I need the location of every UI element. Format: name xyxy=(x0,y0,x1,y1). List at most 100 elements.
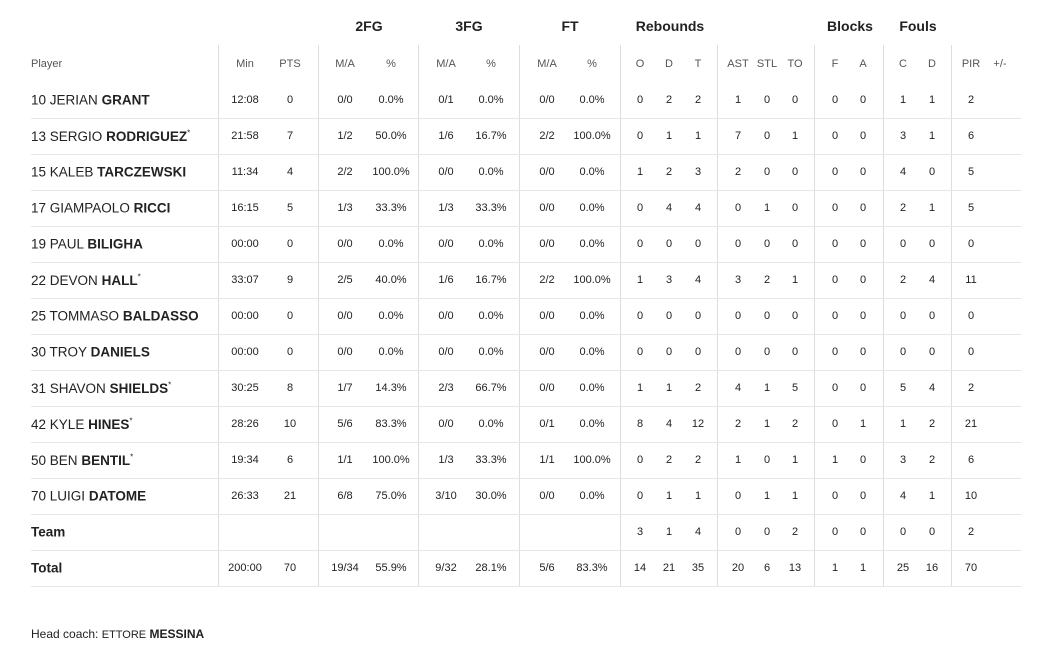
stat-cell: 2 xyxy=(791,418,799,430)
stat-cell: 1 xyxy=(791,454,799,466)
stat-cell: 2 xyxy=(967,526,975,538)
player-number: 70 xyxy=(31,488,47,504)
stat-cell: 2 xyxy=(665,94,673,106)
player-last-name: TARCZEWSKI xyxy=(97,164,187,180)
player-last-name: DANIELS xyxy=(90,344,150,360)
column-header: C xyxy=(899,58,907,70)
stat-cell: 21 xyxy=(283,490,297,502)
stat-cell: 0 xyxy=(636,130,644,142)
group-header: Fouls xyxy=(899,18,937,34)
stat-cell: 16.7% xyxy=(475,130,507,142)
stat-cell: 21:58 xyxy=(231,130,259,142)
stat-cell: 1/3 xyxy=(438,454,454,466)
stat-cell: 4 xyxy=(665,418,673,430)
stat-cell: 2/2 xyxy=(539,274,555,286)
stat-cell: 0.0% xyxy=(478,238,504,250)
starter-mark: * xyxy=(137,272,141,282)
stat-cell: 1 xyxy=(665,526,673,538)
stat-cell: 20 xyxy=(731,562,745,574)
stat-cell: 5/6 xyxy=(337,418,353,430)
stat-cell: 1 xyxy=(734,454,742,466)
stat-cell: 6 xyxy=(763,562,771,574)
stat-cell: 1 xyxy=(899,418,907,430)
stat-cell: 1 xyxy=(831,454,839,466)
stat-cell: 4 xyxy=(694,526,702,538)
stat-cell: 11 xyxy=(965,274,977,286)
row-divider xyxy=(31,406,1021,407)
column-header: PIR xyxy=(961,58,981,70)
stat-cell: 1 xyxy=(636,274,644,286)
stat-cell: 0 xyxy=(859,526,867,538)
stat-cell: 1 xyxy=(899,94,907,106)
stat-cell: 2 xyxy=(928,418,936,430)
column-header: M/A xyxy=(436,58,456,70)
row-divider xyxy=(31,370,1021,371)
stat-cell: 0 xyxy=(763,166,771,178)
player-first-name: DEVON xyxy=(49,272,98,288)
row-divider xyxy=(31,226,1021,227)
stat-cell: 0.0% xyxy=(478,346,504,358)
stat-cell: 00:00 xyxy=(231,346,259,358)
stat-cell: 3 xyxy=(636,526,644,538)
stat-cell: 0 xyxy=(734,238,742,250)
stat-cell: 0 xyxy=(899,346,907,358)
stat-cell: 0 xyxy=(763,526,771,538)
stat-cell: 1/2 xyxy=(337,130,353,142)
row-divider xyxy=(31,514,1021,515)
player-number: 30 xyxy=(31,344,47,360)
stat-cell: 16 xyxy=(925,562,939,574)
stat-cell: 7 xyxy=(734,130,742,142)
stat-cell: 0 xyxy=(831,526,839,538)
column-header: M/A xyxy=(537,58,557,70)
stat-cell: 40.0% xyxy=(375,274,407,286)
stat-cell: 28.1% xyxy=(475,562,507,574)
stat-cell: 6 xyxy=(286,454,294,466)
stat-cell: 0 xyxy=(791,166,799,178)
stat-cell: 0 xyxy=(763,310,771,322)
column-header: A xyxy=(859,58,867,70)
stat-cell: 0 xyxy=(694,238,702,250)
stat-cell: 0/0 xyxy=(337,94,353,106)
stat-cell: 0 xyxy=(636,490,644,502)
stat-cell: 0.0% xyxy=(579,238,605,250)
column-header: +/- xyxy=(993,58,1007,70)
stat-cell: 0.0% xyxy=(579,490,605,502)
stat-cell: 0/0 xyxy=(438,166,454,178)
stat-cell: 0 xyxy=(286,238,294,250)
column-header: % xyxy=(486,58,496,70)
stat-cell: 0 xyxy=(665,346,673,358)
stat-cell: 0 xyxy=(763,94,771,106)
stat-cell: 1 xyxy=(665,382,673,394)
stat-cell: 0.0% xyxy=(478,310,504,322)
stat-cell: 26:33 xyxy=(231,490,259,502)
column-divider xyxy=(418,45,419,586)
stat-cell: 1 xyxy=(791,274,799,286)
stat-cell: 5 xyxy=(899,382,907,394)
stat-cell: 100.0% xyxy=(573,130,611,142)
stat-cell: 0 xyxy=(763,346,771,358)
stat-cell: 13 xyxy=(788,562,802,574)
stat-cell: 5 xyxy=(286,202,294,214)
stat-cell: 75.0% xyxy=(375,490,407,502)
row-divider xyxy=(31,478,1021,479)
stat-cell: 0 xyxy=(636,454,644,466)
group-header: FT xyxy=(561,18,579,34)
stat-cell: 0.0% xyxy=(378,238,404,250)
stat-cell: 1 xyxy=(928,202,936,214)
column-divider xyxy=(519,45,520,586)
player-last-name: DATOME xyxy=(88,488,147,504)
stat-cell: 4 xyxy=(899,490,907,502)
stat-cell: 0 xyxy=(831,94,839,106)
stat-cell: 0.0% xyxy=(579,166,605,178)
stat-cell: 0 xyxy=(763,238,771,250)
stat-cell: 2 xyxy=(665,454,673,466)
stat-cell: 1 xyxy=(831,562,839,574)
stat-cell: 0.0% xyxy=(579,310,605,322)
player-last-name: GRANT xyxy=(101,92,150,108)
stat-cell: 0 xyxy=(859,130,867,142)
column-header: % xyxy=(587,58,597,70)
row-divider xyxy=(31,154,1021,155)
stat-cell: 2 xyxy=(734,418,742,430)
stat-cell: 2/2 xyxy=(337,166,353,178)
stat-cell: 0 xyxy=(791,202,799,214)
